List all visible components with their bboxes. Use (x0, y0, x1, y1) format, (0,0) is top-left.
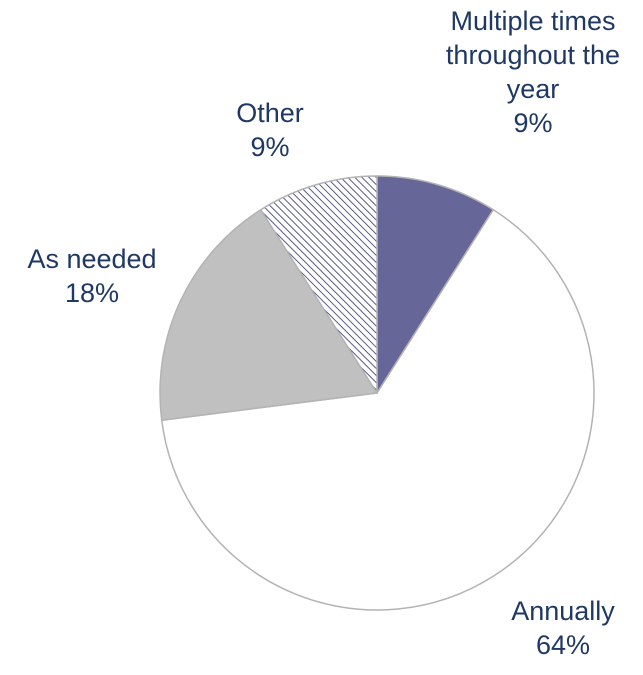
slice-name-line: Annually (511, 596, 615, 626)
slice-name-line: year (507, 74, 560, 104)
data-label-annually: Annually 64% (511, 596, 615, 660)
slice-name-line: Multiple times (450, 6, 615, 36)
slice-value-label: 64% (536, 630, 590, 660)
slice-value-label: 18% (65, 278, 119, 308)
slice-name-line: throughout the (446, 40, 620, 70)
data-label-as-needed: As needed 18% (27, 244, 156, 308)
data-label-multiple-times-throughout-the-year: Multiple times throughout the year 9% (446, 6, 620, 138)
data-label-other: Other 9% (236, 98, 304, 162)
slice-value-label: 9% (513, 108, 552, 138)
slice-name-line: As needed (27, 244, 156, 274)
slice-name-line: Other (236, 98, 304, 128)
pie-slices (160, 176, 594, 610)
slice-value-label: 9% (250, 132, 289, 162)
